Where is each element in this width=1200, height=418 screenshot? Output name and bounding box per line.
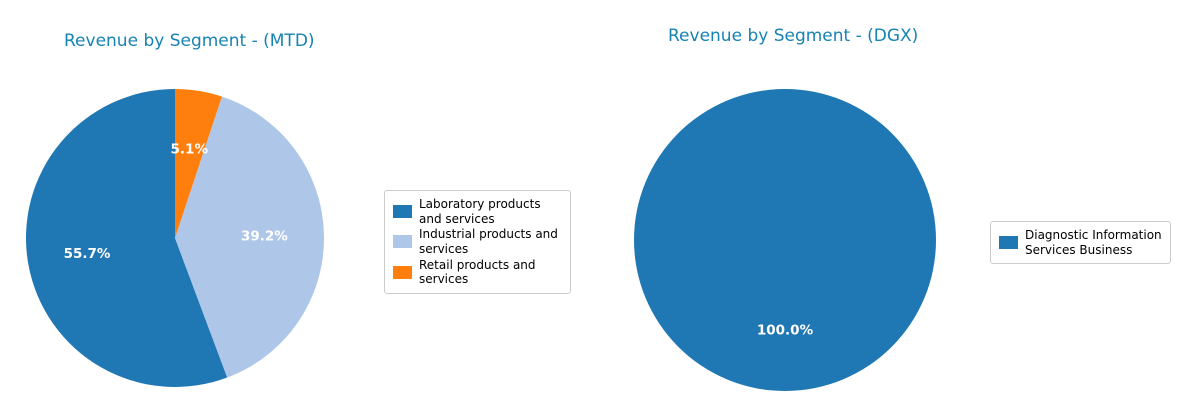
legend-swatch-icon (393, 235, 412, 249)
legend-label: Laboratory products and services (419, 197, 541, 226)
pct-label-2: 5.1% (171, 142, 209, 158)
legend-dgx: Diagnostic Information Services Business (990, 221, 1171, 265)
legend-item-0: Diagnostic Information Services Business (999, 228, 1162, 257)
legend-label: Retail products and services (419, 257, 536, 287)
legend-item-0: Laboratory products and services (393, 197, 562, 226)
pct-label-0: 100.0% (757, 323, 814, 339)
legend-item-2: Retail products and services (393, 258, 562, 287)
legend-swatch-icon (393, 265, 412, 279)
pie-slice-0 (634, 89, 936, 391)
legend-label: Industrial products and services (419, 227, 558, 256)
legend-item-1: Industrial products and services (393, 227, 562, 256)
pie-slice-0 (25, 89, 228, 387)
chart-title-mtd: Revenue by Segment - (MTD) (64, 31, 315, 51)
pie-chart-mtd: 55.7% 39.2% 5.1% (25, 89, 324, 387)
pie-slice-1 (175, 96, 324, 378)
pct-label-1: 39.2% (241, 228, 288, 244)
legend-swatch-icon (393, 205, 412, 219)
legend-swatch-icon (999, 236, 1018, 250)
pie-slice-2 (175, 89, 222, 238)
chart-title-dgx: Revenue by Segment - (DGX) (668, 26, 919, 46)
legend-label: Diagnostic Information Services Business (1025, 228, 1162, 257)
legend-mtd: Laboratory products and services Industri… (384, 190, 571, 294)
pie-chart-dgx: 100.0% (634, 89, 936, 391)
pct-label-0: 55.7% (64, 246, 111, 262)
